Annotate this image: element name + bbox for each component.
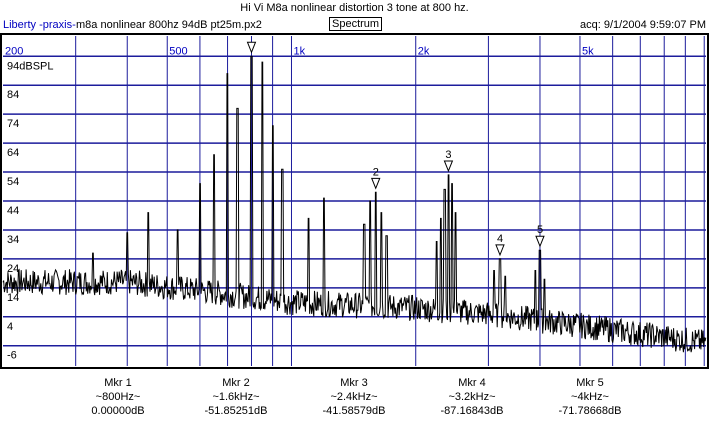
marker-number: 5 <box>537 224 543 236</box>
marker-name: Mkr 3 <box>340 377 368 389</box>
marker-triangle-icon <box>443 160 454 173</box>
y-tick-label: 34 <box>7 234 19 246</box>
y-tick-label: 64 <box>7 147 19 159</box>
y-tick-label: 4 <box>7 321 13 333</box>
marker-freq: ~1.6kHz~ <box>212 391 260 403</box>
marker-number: 2 <box>373 166 379 178</box>
x-tick-label: 1k <box>293 45 305 57</box>
marker-number: 3 <box>445 149 451 161</box>
marker-name: Mkr 1 <box>104 377 132 389</box>
marker-readout: Mkr 4 ~3.2kHz~ -87.16843dB <box>422 376 522 418</box>
marker-readout: Mkr 1 ~800Hz~ 0.00000dB <box>68 376 168 418</box>
marker-freq: ~3.2kHz~ <box>448 391 496 403</box>
chart-title: Hi Vi M8a nonlinear distortion 3 tone at… <box>240 2 469 14</box>
marker-triangle-icon <box>495 244 505 257</box>
marker-number: 4 <box>497 233 503 245</box>
spectrum-trace <box>2 55 707 353</box>
y-tick-label: 14 <box>7 292 19 304</box>
marker-readout: Mkr 2 ~1.6kHz~ -51.85251dB <box>186 376 286 418</box>
marker-readout: Mkr 3 ~2.4kHz~ -41.58579dB <box>304 376 404 418</box>
x-tick-label: 5k <box>582 45 594 57</box>
mode-button[interactable]: Spectrum <box>329 17 383 31</box>
marker-triangle-icon <box>370 177 381 190</box>
marker-readout: Mkr 5 ~4kHz~ -71.78668dB <box>540 376 640 418</box>
y-axis-label: 94dBSPL <box>7 60 53 72</box>
marker-freq: ~800Hz~ <box>95 391 141 403</box>
marker-name: Mkr 2 <box>222 377 250 389</box>
marker-value: 0.00000dB <box>91 405 145 417</box>
marker-freq: ~2.4kHz~ <box>330 391 378 403</box>
marker-value: -87.16843dB <box>440 405 504 417</box>
marker-value: -71.78668dB <box>558 405 622 417</box>
marker-name: Mkr 5 <box>576 377 604 389</box>
x-tick-label: 500 <box>169 45 187 57</box>
file-name: m8a nonlinear 800hz 94dB pt25m.px2 <box>76 19 262 31</box>
acquisition-time: acq: 9/1/2004 9:59:07 PM <box>580 19 706 31</box>
y-tick-label: 54 <box>7 176 19 188</box>
marker-triangle-icon <box>246 41 257 54</box>
marker-freq: ~4kHz~ <box>571 391 609 403</box>
marker-name: Mkr 4 <box>458 377 486 389</box>
y-tick-label: 44 <box>7 205 19 217</box>
x-tick-label: 2k <box>418 45 430 57</box>
y-tick-label: 74 <box>7 118 19 130</box>
y-tick-label: 84 <box>7 89 19 101</box>
y-tick-label: -6 <box>7 350 17 362</box>
source-label: Liberty -praxis- <box>3 19 76 31</box>
x-tick-label: 200 <box>5 45 23 57</box>
marker-triangle-icon <box>535 235 545 248</box>
marker-value: -51.85251dB <box>204 405 268 417</box>
marker-value: -41.58579dB <box>322 405 386 417</box>
y-tick-label: 24 <box>7 263 19 275</box>
